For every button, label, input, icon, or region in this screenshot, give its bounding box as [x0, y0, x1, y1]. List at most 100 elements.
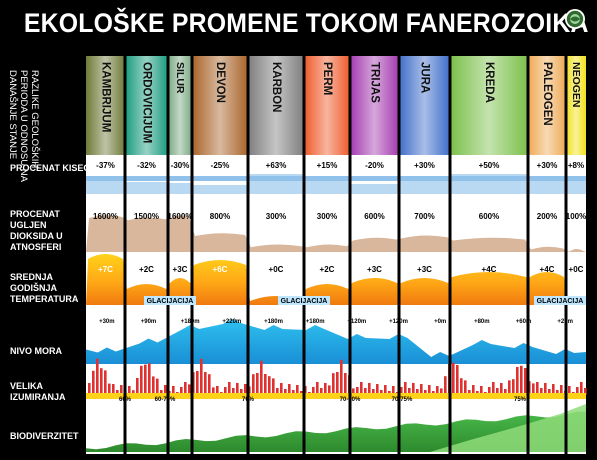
extinction-bar: [104, 370, 107, 395]
oxygen-band-6: [350, 184, 399, 194]
extinction-bar: [556, 390, 559, 395]
co2-value-9: 200%: [537, 212, 557, 221]
extinction-bar: [200, 358, 203, 395]
glaciation-label-0: GLACIJACIJA: [147, 298, 194, 305]
oxygen-band-9: [528, 177, 566, 194]
extinction-value-4: 70-75%: [392, 397, 413, 403]
extinction-bar: [240, 389, 243, 395]
extinction-bar: [312, 387, 315, 395]
extinction-bar: [420, 384, 423, 395]
extinction-value-2: 70%: [242, 397, 255, 403]
extinction-bar: [112, 384, 115, 395]
glaciation-band-2: [534, 296, 586, 305]
oxygen-value-5: +15%: [317, 161, 338, 170]
sea-level-value-2: +180m: [181, 319, 200, 325]
extinction-bar: [316, 382, 319, 395]
biodiversity-area: [86, 405, 586, 452]
extinction-bar: [512, 379, 515, 395]
extinction-bar: [580, 382, 583, 395]
extinction-bar: [508, 380, 511, 395]
extinction-bar: [376, 384, 379, 395]
period-label-4: KARBON: [270, 62, 282, 112]
extinction-bar: [364, 388, 367, 395]
oxygen-value-8: +50%: [479, 161, 500, 170]
period-label-2: SILUR: [174, 62, 186, 94]
extinction-bar: [500, 383, 503, 395]
extinction-bar: [160, 390, 163, 395]
temperature-value-4: +0C: [269, 265, 284, 274]
extinction-bar: [284, 389, 287, 395]
sea-level-value-1: +90m: [141, 319, 157, 325]
extinction-bar: [208, 374, 211, 395]
extinction-bar: [328, 385, 331, 395]
period-separator: [302, 56, 306, 454]
row-label-biodiversity: BIODIVERZITET: [10, 431, 79, 441]
extinction-bar: [520, 365, 523, 395]
extinction-bar: [144, 364, 147, 395]
extinction-bar: [368, 383, 371, 395]
co2-value-0: 1600%: [93, 212, 118, 221]
period-header-9: [528, 56, 566, 155]
extinction-bar: [184, 382, 187, 395]
extinction-bar: [516, 367, 519, 395]
extinction-bar: [272, 378, 275, 395]
extinction-bar: [264, 374, 267, 395]
temperature-value-0: +7C: [98, 265, 113, 274]
glaciation-band-1: [278, 296, 330, 305]
row-label-extinction: VELIKA IZUMIRANJA: [10, 381, 66, 402]
oxygen-value-4: +63%: [266, 161, 287, 170]
page-title: EKOLOŠKE PROMENE TOKOM FANEROZOIKA: [23, 8, 589, 38]
extinction-bar: [324, 383, 327, 395]
extinction-bar: [292, 390, 295, 395]
extinction-bar: [444, 376, 447, 395]
extinction-bar: [216, 386, 219, 395]
oxygen-value-9: +30%: [537, 161, 558, 170]
extinction-bar: [416, 389, 419, 395]
temperature-area: [86, 254, 586, 305]
sea-level-value-5: +180m: [306, 319, 325, 325]
temperature-value-7: +3C: [417, 265, 432, 274]
extinction-bar: [164, 385, 167, 395]
extinction-bar: [140, 365, 143, 395]
temperature-value-10: +0C: [569, 265, 584, 274]
period-separator: [190, 56, 194, 454]
globe-emblem-icon: [565, 9, 585, 29]
extinction-bar: [440, 388, 443, 395]
temperature-value-1: +2C: [139, 265, 154, 274]
extinction-value-0: 60%: [119, 397, 132, 403]
period-header-1: [125, 56, 168, 155]
temperature-value-5: +2C: [320, 265, 335, 274]
co2-value-6: 600%: [364, 212, 384, 221]
period-separator: [166, 56, 170, 454]
period-label-1: ORDOVICIJUM: [141, 62, 153, 143]
temperature-value-8: +4C: [482, 265, 497, 274]
extinction-bar: [252, 374, 255, 395]
sea-level-value-11: +20m: [557, 319, 573, 325]
period-header-0: [86, 56, 125, 155]
extinction-bar: [172, 386, 175, 395]
extinction-bar: [180, 387, 183, 395]
extinction-bar: [360, 382, 363, 395]
glaciation-label-2: GLACIJACIJA: [537, 298, 584, 305]
extinction-bar: [148, 363, 151, 395]
co2-value-3: 800%: [210, 212, 230, 221]
extinction-bar: [472, 385, 475, 395]
period-header-6: [350, 56, 399, 155]
extinction-bar: [468, 390, 471, 395]
period-label-9: PALEOGEN: [541, 62, 553, 126]
extinction-bar: [584, 388, 587, 395]
extinction-bar: [560, 385, 563, 395]
oxygen-band-2: [168, 183, 192, 194]
period-header-7: [399, 56, 450, 155]
temperature-value-6: +3C: [367, 265, 382, 274]
glaciation-band-0: [144, 296, 196, 305]
extinction-bar: [384, 385, 387, 395]
extinction-bar: [116, 390, 119, 395]
extinction-value-5: 75%: [514, 397, 527, 403]
extinction-bar: [244, 384, 247, 395]
temperature-value-9: +4C: [540, 265, 555, 274]
sea-level-value-6: +120m: [347, 319, 366, 325]
bottom-border: [0, 454, 597, 460]
glaciation-label-1: GLACIJACIJA: [281, 298, 328, 305]
period-label-0: KAMBRIJUM: [100, 62, 112, 132]
